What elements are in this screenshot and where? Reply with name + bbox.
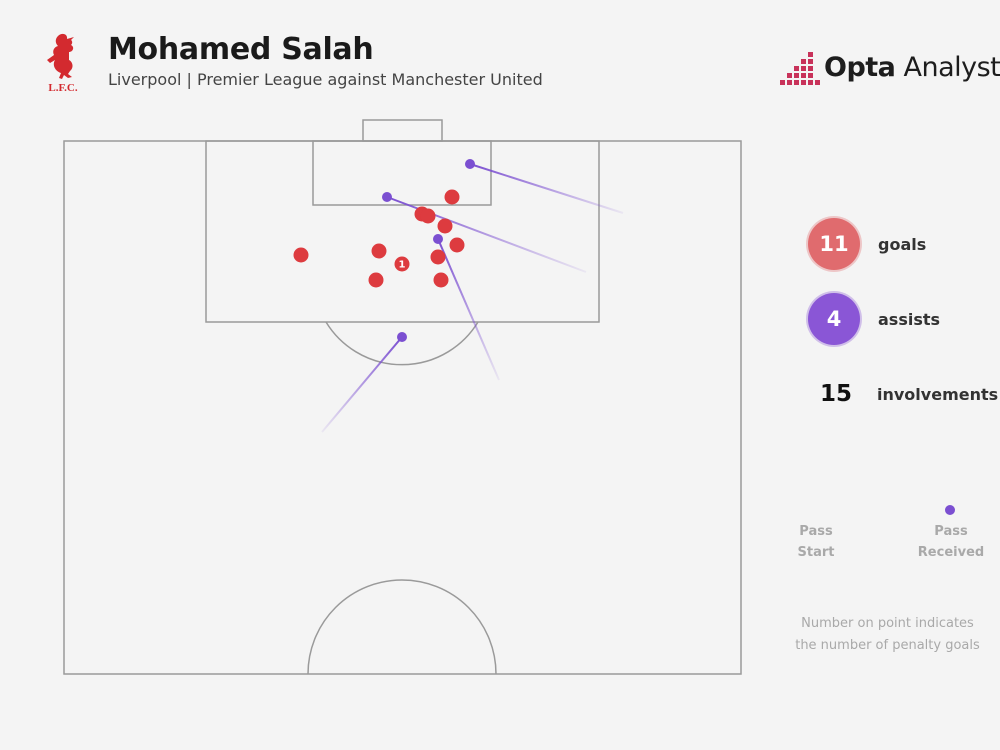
brand-name: Opta Analyst <box>824 52 1000 83</box>
assist-pass-line <box>321 336 403 433</box>
penalty-note: Number on point indicates the number of … <box>795 616 980 653</box>
six-yard-box <box>312 140 492 206</box>
goal-point <box>420 208 436 224</box>
opta-dots-icon <box>780 52 820 85</box>
pitch-outline <box>63 140 742 675</box>
involvements-stat: 15 involvements <box>808 366 998 422</box>
page-subtitle: Liverpool | Premier League against Manch… <box>108 70 543 89</box>
goal-point <box>444 189 460 205</box>
goals-stat: 11 goals <box>808 218 998 274</box>
opta-analyst-logo: Opta Analyst <box>778 48 1000 90</box>
centre-circle <box>307 579 497 675</box>
involvements-label: involvements <box>877 385 999 404</box>
assists-stat: 4 assists <box>808 293 998 349</box>
involvements-count: 15 <box>819 381 852 407</box>
goal-point <box>437 218 453 234</box>
goals-count: 11 <box>808 218 860 270</box>
goal-point <box>449 237 465 253</box>
legend-pass-received: Pass Received <box>917 524 985 560</box>
assists-label: assists <box>878 310 941 329</box>
goal-frame <box>362 119 443 142</box>
assist-pass-line <box>469 163 624 214</box>
assist-pass-received-point <box>465 159 475 169</box>
goal-point <box>433 272 449 288</box>
goal-points: 1 <box>293 189 465 288</box>
assists-count: 4 <box>808 293 860 345</box>
penalty-arc <box>325 321 479 366</box>
assist-pass-line <box>437 238 500 381</box>
penalty-goal-point <box>394 256 410 272</box>
page-title: Mohamed Salah <box>108 32 374 67</box>
pitch-markings <box>63 119 742 675</box>
assist-pass-received-point <box>433 234 443 244</box>
penalty-box <box>205 140 600 323</box>
assist-pass-received-point <box>382 192 392 202</box>
club-badge-text: L.F.C. <box>48 82 77 94</box>
assist-passes <box>321 159 624 433</box>
goal-point <box>371 243 387 259</box>
legend-pass-start: Pass Start <box>797 524 835 560</box>
goal-point <box>430 249 446 265</box>
goal-point <box>293 247 309 263</box>
assist-pass-line <box>386 196 587 273</box>
assist-pass-received-point <box>397 332 407 342</box>
liverpool-crest: L.F.C. <box>38 30 88 94</box>
liverbird-icon: L.F.C. <box>47 33 78 94</box>
goals-label: goals <box>878 235 927 254</box>
penalty-goal-count-label: 1 <box>399 260 406 271</box>
goal-point <box>368 272 384 288</box>
